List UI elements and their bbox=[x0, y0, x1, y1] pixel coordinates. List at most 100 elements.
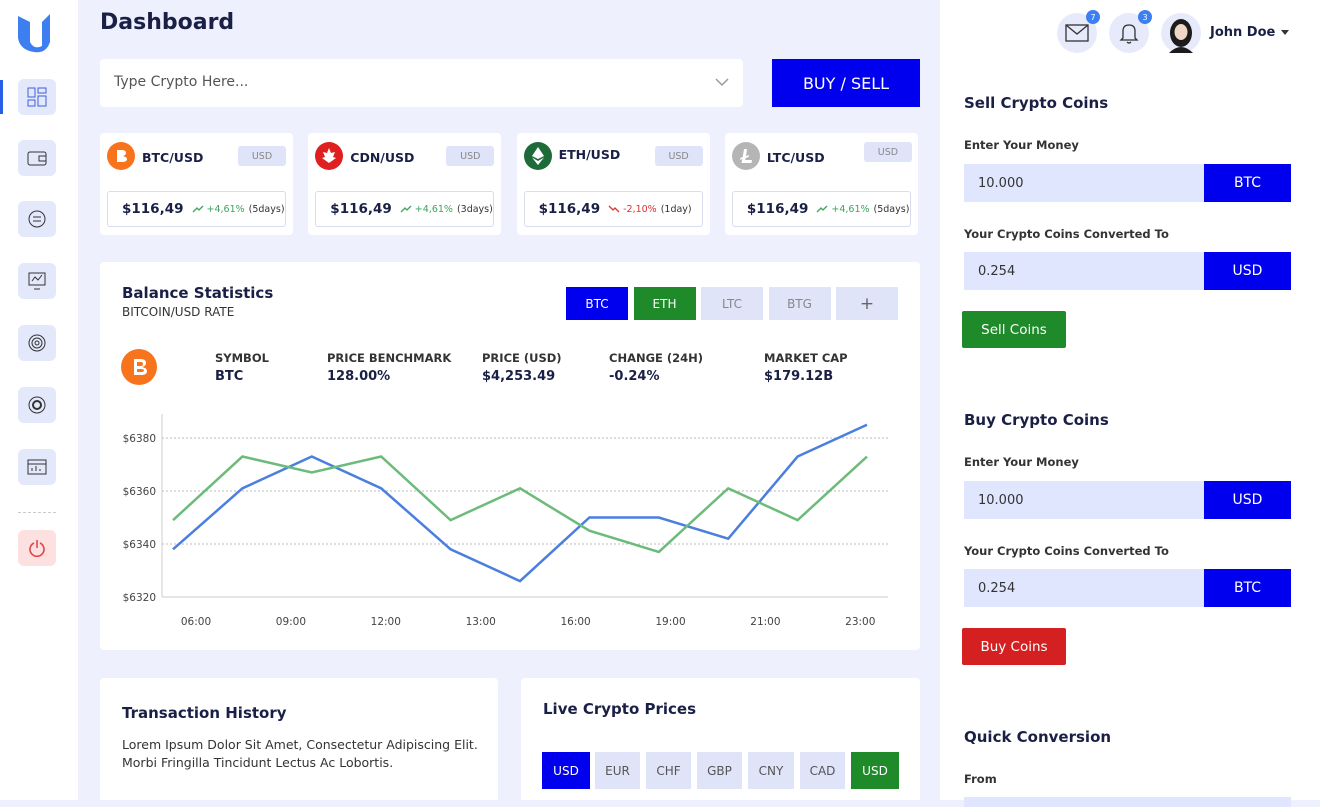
line-series bbox=[172, 455, 868, 554]
stat-value: $179.12B bbox=[764, 369, 834, 384]
money-input[interactable]: 10.000 bbox=[964, 164, 1204, 202]
user-name[interactable]: John Doe bbox=[1210, 25, 1276, 40]
quick-title: Quick Conversion bbox=[964, 728, 1112, 746]
y-tick-label: $6380 bbox=[123, 433, 156, 445]
sidebar-button[interactable] bbox=[18, 79, 56, 115]
coin-icon bbox=[523, 142, 552, 170]
sidebar-button[interactable] bbox=[18, 325, 56, 361]
price: $116,49 bbox=[746, 201, 809, 217]
field-label: Your Crypto Coins Converted To bbox=[964, 544, 1169, 558]
change-period: (5days) bbox=[248, 203, 285, 215]
trend-up bbox=[192, 205, 203, 213]
live-title: Live Crypto Prices bbox=[543, 700, 697, 718]
price-change: +4,61% bbox=[414, 203, 453, 215]
x-tick-label: 12:00 bbox=[371, 616, 401, 628]
ticker-pair: BTC/USD bbox=[142, 150, 204, 165]
unit-box[interactable]: USD bbox=[1204, 252, 1291, 290]
balance-card: Balance Statistics BITCOIN/USD RATE $632… bbox=[100, 262, 920, 650]
sidebar-button[interactable] bbox=[18, 387, 56, 423]
stat-label: PRICE BENCHMARK bbox=[327, 351, 452, 365]
stat-label: PRICE (USD) bbox=[482, 351, 562, 365]
ticker-card: LTC/USD USD $116,49 +4,61% (5days) bbox=[724, 133, 918, 235]
currency-select[interactable]: USD bbox=[446, 146, 495, 166]
form-title: Sell Crypto Coins bbox=[964, 94, 1109, 112]
avatar bbox=[1161, 13, 1201, 53]
coin-tab[interactable]: LTC bbox=[701, 287, 763, 320]
transaction-text: Morbi Fringilla Tincidunt Lectus Ac Lobo… bbox=[122, 755, 394, 770]
unit-box[interactable]: BTC bbox=[1204, 569, 1291, 607]
sidebar bbox=[0, 0, 78, 800]
price: $116,49 bbox=[330, 201, 392, 217]
submit-button[interactable]: Sell Coins bbox=[962, 311, 1066, 348]
transaction-card: Transaction History Lorem Ipsum Dolor Si… bbox=[100, 678, 498, 800]
sidebar-button[interactable] bbox=[18, 140, 56, 176]
balance-subtitle: BITCOIN/USD RATE bbox=[122, 305, 235, 319]
converted-input[interactable]: 0.254 bbox=[964, 252, 1204, 290]
trend-down bbox=[608, 205, 620, 213]
caret bbox=[1281, 30, 1289, 35]
field-label: Your Crypto Coins Converted To bbox=[964, 227, 1169, 241]
live-prices-card: Live Crypto Prices USD EUR CHF GBP CNY CAD USD bbox=[521, 678, 920, 800]
bell-badge: 3 bbox=[1138, 10, 1152, 24]
x-tick-label: 09:00 bbox=[276, 616, 306, 628]
stat-value: BTC bbox=[215, 369, 244, 384]
x-tick-label: 19:00 bbox=[655, 616, 685, 628]
currency-select[interactable]: USD bbox=[238, 146, 286, 166]
currency-tab[interactable]: USD bbox=[851, 752, 899, 789]
right-panel: 7 3 John Doe Quick Conversion From Sell … bbox=[940, 0, 1320, 807]
ticker-card: ETH/USD USD $116,49 -2,10% (1day) bbox=[516, 133, 710, 235]
currency-tab[interactable]: GBP bbox=[697, 752, 742, 789]
sidebar-button[interactable] bbox=[18, 201, 56, 237]
change-period: (5days) bbox=[873, 203, 910, 215]
trend-up bbox=[816, 205, 828, 213]
price: $116,49 bbox=[122, 201, 184, 217]
logout-button[interactable] bbox=[18, 530, 56, 566]
price-box: $116,49 -2,10% (1day) bbox=[523, 191, 703, 227]
ticker-card: CDN/USD USD $116,49 +4,61% (3days) bbox=[308, 133, 502, 235]
field-label: Enter Your Money bbox=[964, 455, 1079, 469]
change-period: (1day) bbox=[660, 203, 692, 215]
ticker-pair: ETH/USD bbox=[558, 147, 621, 162]
y-tick-label: $6320 bbox=[123, 592, 156, 604]
sidebar-button[interactable] bbox=[18, 263, 56, 299]
buy-sell-button[interactable]: BUY / SELL bbox=[772, 59, 920, 107]
transaction-title: Transaction History bbox=[122, 704, 287, 722]
price-box: $116,49 +4,61% (5days) bbox=[731, 191, 911, 227]
stat-label: SYMBOL bbox=[215, 351, 269, 365]
currency-tab[interactable]: CAD bbox=[800, 752, 845, 789]
currency-select[interactable]: USD bbox=[654, 146, 703, 166]
quick-input[interactable] bbox=[964, 797, 1291, 807]
currency-tab[interactable]: CHF bbox=[646, 752, 691, 789]
currency-select[interactable]: USD bbox=[863, 142, 912, 162]
balance-title: Balance Statistics bbox=[122, 284, 274, 302]
currency-tab[interactable]: CNY bbox=[748, 752, 794, 789]
coin-tab[interactable]: ETH bbox=[633, 287, 696, 320]
money-input[interactable]: 10.000 bbox=[964, 481, 1204, 519]
quick-from-label: From bbox=[964, 772, 997, 786]
submit-button[interactable]: Buy Coins bbox=[962, 628, 1066, 665]
price-change: +4,61% bbox=[206, 203, 245, 215]
ticker-card: BTC/USD USD $116,49 +4,61% (5days) bbox=[100, 133, 293, 235]
price-box: $116,49 +4,61% (3days) bbox=[315, 191, 495, 227]
ticker-pair: CDN/USD bbox=[350, 150, 415, 165]
coin-tab[interactable]: + bbox=[836, 287, 898, 320]
unit-box[interactable]: USD bbox=[1204, 481, 1291, 519]
mail-badge: 7 bbox=[1086, 10, 1100, 24]
stat-value: $4,253.49 bbox=[482, 369, 556, 384]
trend-up bbox=[400, 205, 412, 213]
y-tick-label: $6340 bbox=[123, 539, 156, 551]
converted-input[interactable]: 0.254 bbox=[964, 569, 1204, 607]
price-change: -2,10% bbox=[623, 203, 657, 215]
unit-box[interactable]: BTC bbox=[1204, 164, 1291, 202]
x-tick-label: 06:00 bbox=[181, 616, 211, 628]
change-period: (3days) bbox=[456, 203, 493, 215]
currency-tab[interactable]: USD bbox=[542, 752, 590, 789]
coin-tab[interactable]: BTC bbox=[566, 287, 628, 320]
sidebar-button[interactable] bbox=[18, 449, 56, 485]
search-box[interactable]: Type Crypto Here... bbox=[100, 59, 743, 107]
price-change: +4,61% bbox=[831, 203, 870, 215]
x-tick-label: 16:00 bbox=[560, 616, 590, 628]
coin-tab[interactable]: BTG bbox=[768, 287, 831, 320]
currency-tab[interactable]: EUR bbox=[595, 752, 640, 789]
